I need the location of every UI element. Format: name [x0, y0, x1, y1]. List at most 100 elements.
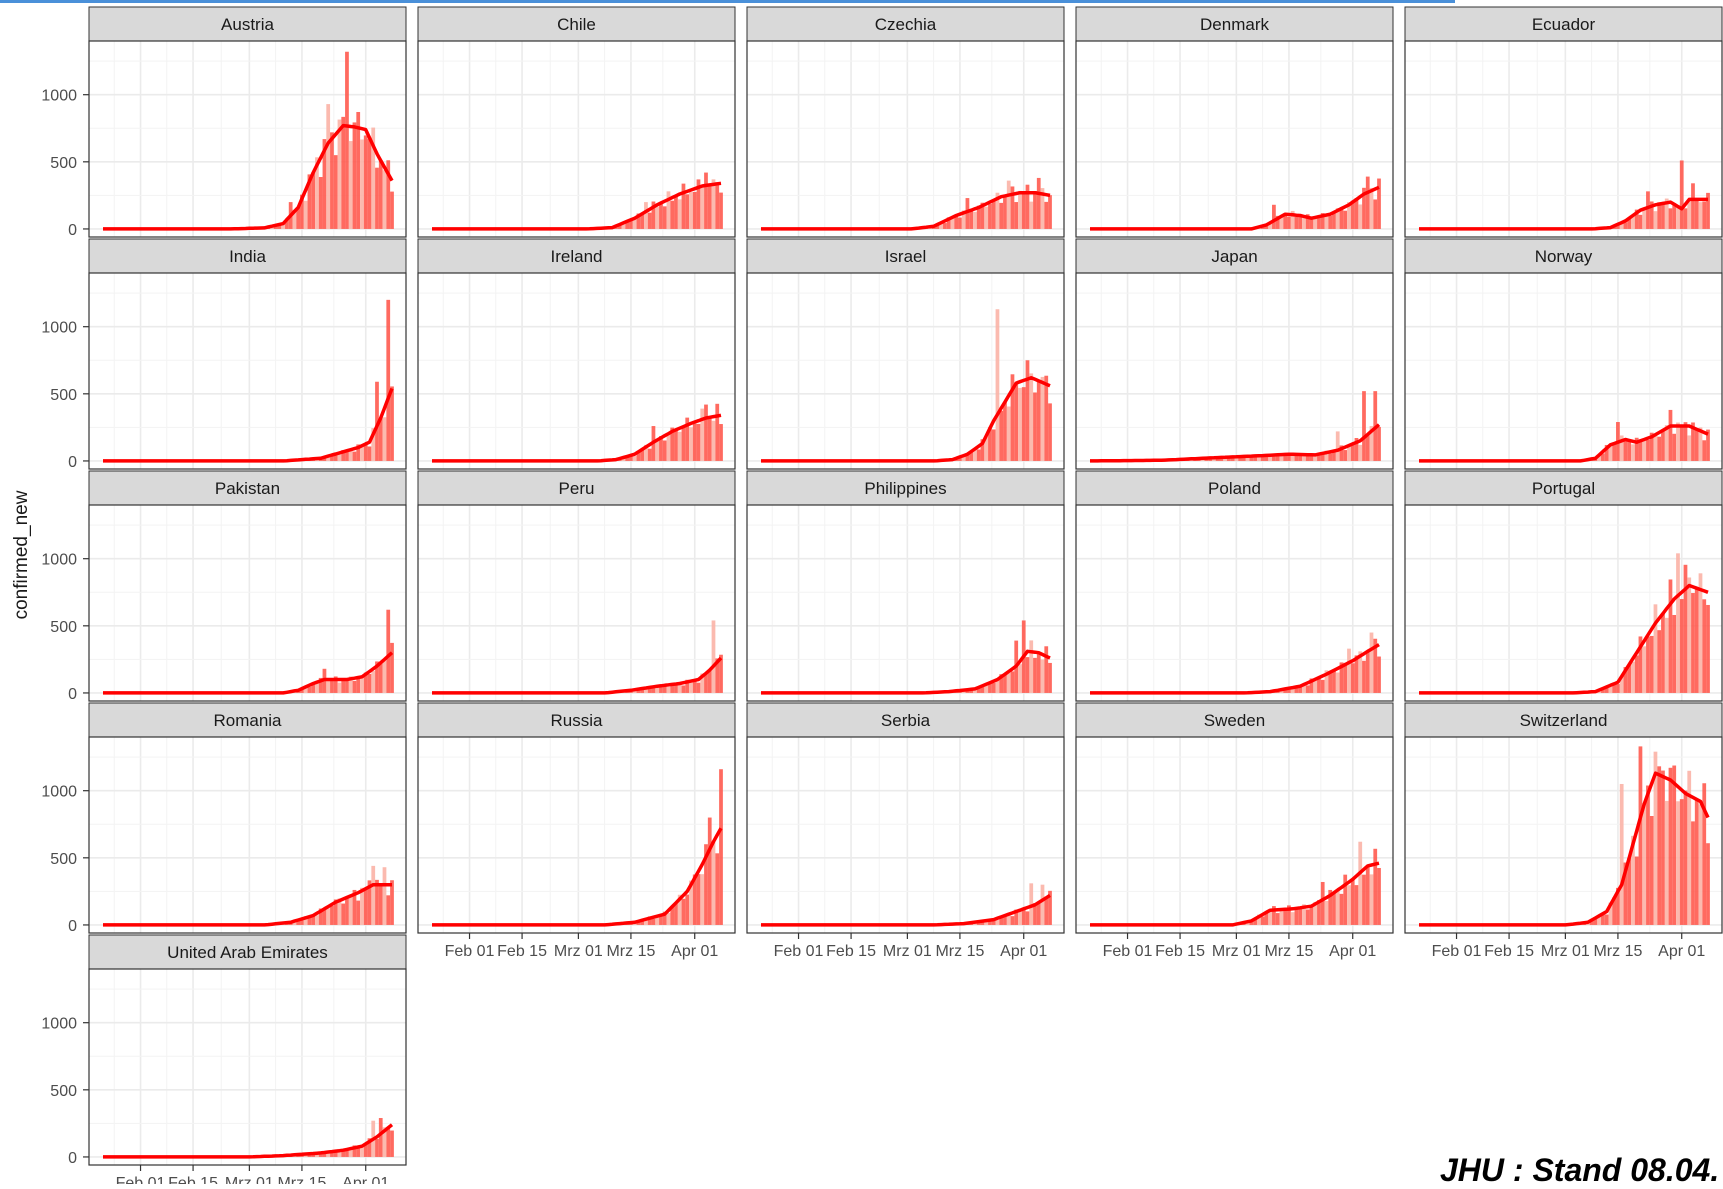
bar — [1664, 617, 1669, 693]
facet-peru: Peru — [417, 470, 736, 702]
bar — [378, 1118, 383, 1157]
bar — [333, 453, 338, 461]
bar — [1006, 180, 1011, 229]
bar — [670, 200, 675, 229]
bar — [1354, 197, 1359, 229]
bar — [1036, 177, 1041, 229]
facet-title: Philippines — [864, 479, 946, 498]
bar — [352, 122, 357, 229]
bar — [315, 1153, 319, 1157]
panel-border — [746, 40, 1065, 238]
facet-switzerland: Switzerland Feb 01 Feb 15 Mrz 01 Mrz 15 Apr 0… — [1404, 702, 1723, 960]
bar — [681, 183, 686, 229]
bar — [322, 457, 327, 461]
bar — [969, 451, 974, 461]
bar — [677, 431, 682, 461]
bar — [1283, 214, 1288, 229]
x-tick-label: Mrz 15 — [606, 943, 655, 960]
x-tick-label: Apr 01 — [1000, 943, 1047, 960]
bar — [360, 446, 364, 461]
bar — [662, 440, 667, 461]
bar — [1347, 445, 1351, 461]
bar — [651, 918, 656, 925]
bar — [1347, 648, 1351, 693]
bar — [348, 1149, 353, 1157]
panel-border — [1404, 272, 1723, 470]
bar — [640, 920, 645, 925]
bar — [1332, 450, 1336, 461]
bar — [333, 676, 338, 693]
bar — [1021, 907, 1026, 925]
trend-line — [761, 375, 1051, 463]
bar — [1653, 434, 1658, 461]
bar — [1369, 874, 1374, 925]
grid-lines — [747, 737, 1064, 933]
bar — [1287, 905, 1291, 925]
bar — [1272, 906, 1276, 925]
bar — [390, 386, 394, 461]
bar — [1268, 223, 1273, 229]
bar — [1305, 685, 1310, 693]
facet-strip — [88, 238, 407, 274]
x-tick-label: Apr 01 — [1658, 943, 1705, 960]
facet-title: Japan — [1211, 247, 1257, 266]
bar — [1036, 902, 1041, 925]
bar — [644, 687, 648, 693]
bar — [1309, 907, 1314, 925]
facet-norway: Norway — [1404, 238, 1723, 470]
bar — [363, 1144, 368, 1157]
bar — [296, 919, 301, 925]
bar — [303, 916, 308, 925]
bar — [692, 874, 697, 925]
bar — [300, 194, 304, 229]
facet-strip — [417, 470, 736, 506]
y-tick-label: 1000 — [41, 1016, 77, 1033]
bar — [322, 139, 327, 229]
daily-bars — [913, 177, 1052, 229]
bar — [1332, 212, 1336, 229]
bar — [1010, 186, 1015, 229]
bar — [704, 672, 708, 693]
bar — [1294, 685, 1299, 693]
bar — [1302, 683, 1306, 693]
bar — [1362, 660, 1366, 693]
bar — [659, 915, 663, 925]
bar — [1672, 614, 1677, 693]
bar — [995, 192, 1000, 229]
y-axis-title: confirmed_new — [11, 490, 32, 619]
bar — [1264, 455, 1269, 461]
bar — [345, 679, 349, 693]
bar — [1664, 800, 1669, 925]
bar — [1358, 204, 1363, 229]
bar — [1313, 217, 1318, 229]
bar — [711, 841, 716, 925]
bar — [318, 908, 323, 925]
bar — [647, 448, 652, 461]
bar — [1343, 210, 1348, 229]
panel-border — [746, 736, 1065, 934]
bar — [1679, 160, 1684, 229]
bar — [1661, 770, 1665, 925]
bar — [1018, 387, 1022, 461]
bar — [1672, 203, 1677, 229]
bar — [1332, 893, 1336, 925]
trend-line — [1419, 197, 1708, 231]
bar — [1691, 422, 1695, 461]
bar — [988, 203, 992, 229]
bar — [326, 1152, 331, 1157]
bar — [1377, 178, 1381, 229]
bar — [707, 817, 712, 925]
source-note: JHU : Stand 08.04. — [1440, 1152, 1720, 1188]
bar — [345, 51, 349, 229]
bar — [1320, 213, 1325, 229]
bar — [352, 1145, 357, 1157]
facet-title: Russia — [551, 711, 604, 730]
bar — [976, 688, 981, 693]
bar — [1687, 199, 1692, 229]
bar — [647, 212, 652, 229]
bar — [1358, 444, 1363, 461]
bar — [1619, 676, 1624, 693]
bar — [969, 210, 974, 229]
grid-lines — [1076, 41, 1393, 237]
bar — [961, 456, 966, 461]
